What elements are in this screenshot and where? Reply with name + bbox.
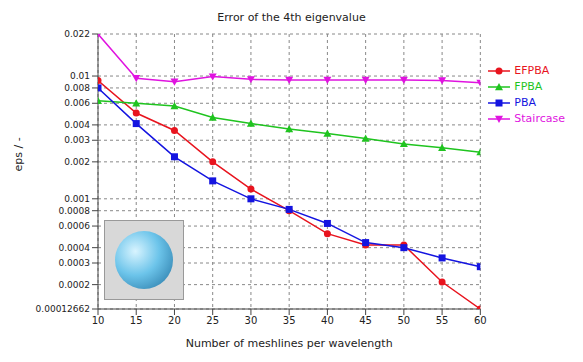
svg-text:0.0006: 0.0006: [59, 221, 91, 231]
svg-text:Number of meshlines per wavele: Number of meshlines per wavelength: [186, 337, 393, 350]
svg-text:30: 30: [245, 315, 258, 326]
svg-text:15: 15: [130, 315, 143, 326]
svg-text:55: 55: [436, 315, 449, 326]
svg-text:0.0004: 0.0004: [59, 243, 91, 253]
svg-text:45: 45: [359, 315, 372, 326]
svg-text:0.008: 0.008: [64, 83, 90, 93]
svg-text:0.001: 0.001: [64, 194, 90, 204]
svg-text:0.01: 0.01: [70, 71, 90, 81]
svg-text:40: 40: [321, 315, 334, 326]
svg-text:0.022: 0.022: [64, 29, 90, 39]
svg-text:20: 20: [168, 315, 181, 326]
svg-text:25: 25: [206, 315, 219, 326]
svg-text:0.002: 0.002: [64, 157, 90, 167]
svg-text:0.0003: 0.0003: [59, 258, 91, 268]
svg-text:eps / -: eps / -: [12, 137, 25, 171]
html-text:FPBA: FPBA: [514, 80, 543, 93]
html-text:Staircase: Staircase: [514, 112, 565, 125]
svg-text:0.003: 0.003: [64, 135, 90, 145]
svg-text:0.0008: 0.0008: [59, 206, 91, 216]
svg-text:0.006: 0.006: [64, 98, 90, 108]
svg-text:10: 10: [92, 315, 105, 326]
html-text:EFPBA: EFPBA: [514, 64, 550, 77]
svg-text:0.004: 0.004: [64, 120, 90, 130]
svg-text:0.0002: 0.0002: [59, 280, 91, 290]
svg-text:50: 50: [397, 315, 410, 326]
html-text:PBA: PBA: [514, 96, 536, 109]
svg-text:60: 60: [474, 315, 487, 326]
svg-text:0.00012662: 0.00012662: [36, 304, 90, 314]
html-text:Error of the 4th eigenvalue: Error of the 4th eigenvalue: [217, 11, 366, 24]
svg-text:35: 35: [283, 315, 296, 326]
